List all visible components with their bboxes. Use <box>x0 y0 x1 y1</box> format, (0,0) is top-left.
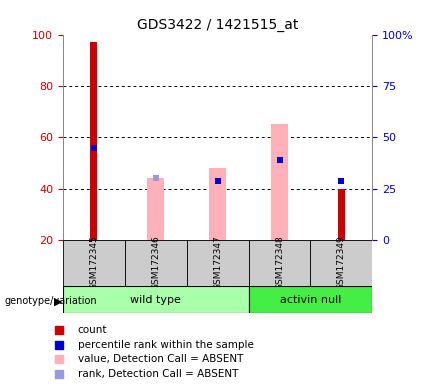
Bar <box>125 240 187 286</box>
Bar <box>310 240 372 286</box>
Bar <box>63 286 249 313</box>
Text: GSM172346: GSM172346 <box>151 236 160 290</box>
Bar <box>249 240 310 286</box>
Text: GSM172348: GSM172348 <box>275 236 284 290</box>
Bar <box>209 168 226 240</box>
Text: GSM172349: GSM172349 <box>337 236 346 290</box>
Bar <box>63 240 125 286</box>
Bar <box>338 189 345 240</box>
Text: ▶: ▶ <box>54 296 63 306</box>
Bar <box>271 124 288 240</box>
Text: genotype/variation: genotype/variation <box>4 296 97 306</box>
Bar <box>90 42 97 240</box>
Text: activin null: activin null <box>280 295 341 305</box>
Title: GDS3422 / 1421515_at: GDS3422 / 1421515_at <box>137 18 298 32</box>
Text: GSM172347: GSM172347 <box>213 236 222 290</box>
Bar <box>249 286 372 313</box>
Text: count: count <box>78 325 107 335</box>
Text: wild type: wild type <box>130 295 181 305</box>
Text: GSM172345: GSM172345 <box>89 236 98 290</box>
Bar <box>187 240 249 286</box>
Text: value, Detection Call = ABSENT: value, Detection Call = ABSENT <box>78 354 243 364</box>
Bar <box>147 178 165 240</box>
Text: rank, Detection Call = ABSENT: rank, Detection Call = ABSENT <box>78 369 238 379</box>
Text: percentile rank within the sample: percentile rank within the sample <box>78 339 253 349</box>
